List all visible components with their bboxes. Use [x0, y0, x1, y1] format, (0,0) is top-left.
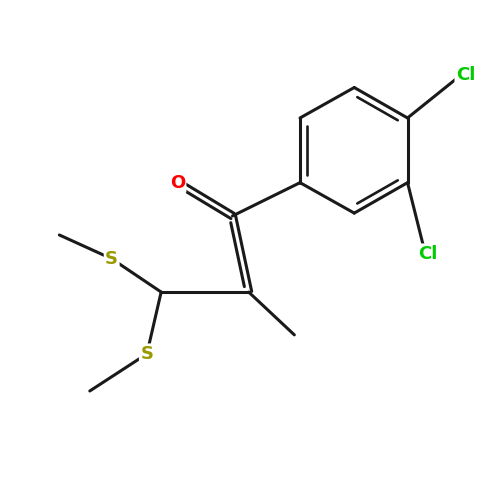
Text: O: O — [170, 174, 185, 192]
Text: Cl: Cl — [456, 66, 475, 84]
Text: S: S — [105, 250, 118, 268]
Text: Cl: Cl — [418, 245, 437, 263]
Text: S: S — [140, 345, 153, 363]
